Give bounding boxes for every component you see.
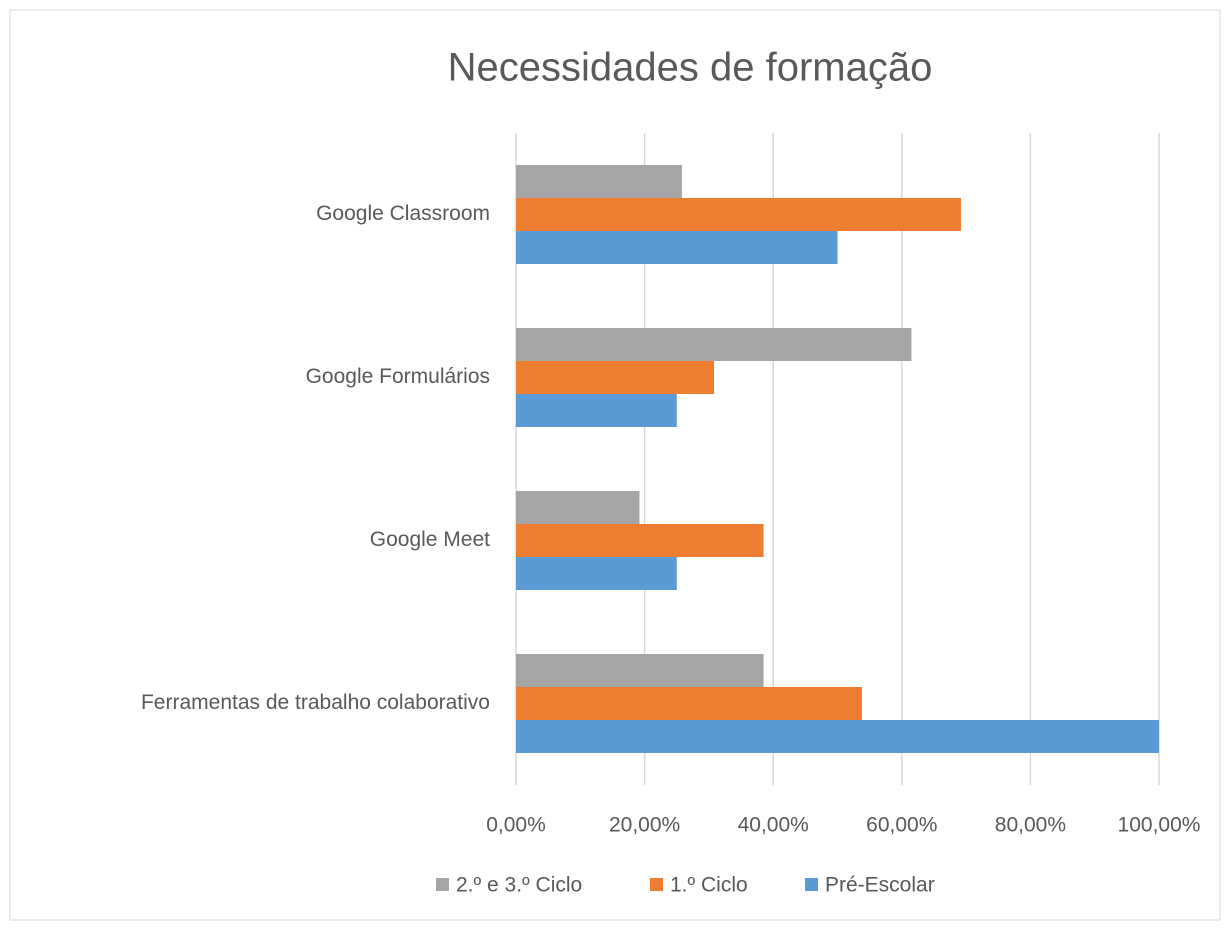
legend-swatch	[650, 878, 663, 891]
y-tick-label: Google Formulários	[306, 365, 490, 388]
x-tick-label: 100,00%	[1118, 814, 1201, 837]
bar	[516, 328, 912, 361]
bar	[516, 231, 838, 264]
x-tick-label: 20,00%	[609, 814, 680, 837]
y-tick-label: Google Meet	[370, 528, 490, 551]
bar	[516, 720, 1159, 753]
bar	[516, 491, 640, 524]
legend-swatch	[805, 878, 818, 891]
x-tick-label: 40,00%	[738, 814, 809, 837]
chart-border	[9, 9, 1221, 921]
bar	[516, 361, 715, 394]
bar	[516, 524, 764, 557]
legend-label: 1.º Ciclo	[670, 874, 748, 897]
bar	[516, 687, 862, 720]
bar	[516, 165, 682, 198]
bar	[516, 394, 677, 427]
x-tick-label: 80,00%	[995, 814, 1066, 837]
legend-label: 2.º e 3.º Ciclo	[456, 874, 582, 897]
x-tick-label: 60,00%	[866, 814, 937, 837]
bar	[516, 198, 961, 231]
legend-label: Pré-Escolar	[825, 874, 935, 897]
x-tick-label: 0,00%	[486, 814, 546, 837]
y-tick-label: Ferramentas de trabalho colaborativo	[141, 691, 490, 714]
bar	[516, 557, 677, 590]
y-tick-label: Google Classroom	[316, 202, 490, 225]
bar	[516, 654, 764, 687]
legend-swatch	[436, 878, 449, 891]
chart-title: Necessidades de formação	[448, 46, 933, 90]
